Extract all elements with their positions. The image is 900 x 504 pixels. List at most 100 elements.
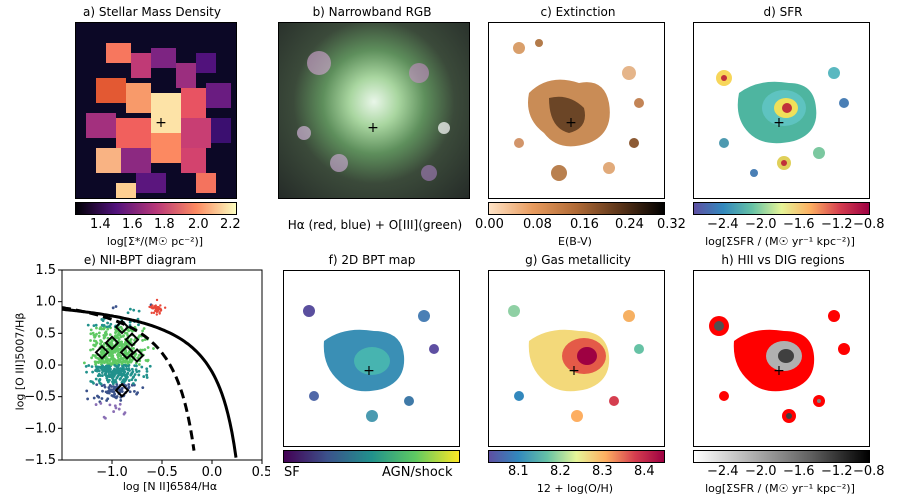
bpt-point — [111, 351, 115, 354]
panel-h-title: h) HII vs DIG regions — [721, 253, 845, 267]
bpt-point — [92, 396, 96, 400]
bpt-point — [119, 358, 122, 361]
bpt-xticks: −1.0 −0.5 0.0 0.5 — [96, 460, 270, 480]
bpt-point — [137, 353, 141, 357]
bpt-agn-point — [153, 304, 157, 308]
bpt-point — [106, 391, 109, 395]
bpt-point — [109, 363, 113, 366]
metallicity-cbar-label: 12 + log(O/H) — [536, 482, 614, 495]
bpt-point — [127, 379, 131, 382]
bpt-point — [140, 365, 144, 369]
bpt-point — [128, 307, 132, 311]
bpt-point — [99, 342, 102, 346]
panel-g-title: g) Gas metallicity — [525, 253, 631, 267]
bpt-2d-colorbar — [283, 450, 460, 463]
bpt-point — [108, 333, 112, 337]
bpt-agn-point — [152, 311, 156, 315]
bpt-agn-point — [155, 298, 159, 302]
bpt-point — [117, 338, 121, 341]
bpt-point — [100, 371, 104, 374]
bpt-point — [90, 356, 94, 360]
bpt-point — [135, 364, 138, 368]
bpt-point — [114, 330, 118, 334]
bpt-point — [120, 340, 124, 344]
bpt-point — [143, 348, 147, 351]
extinction-map: + — [488, 22, 665, 199]
sfr-image: + — [716, 67, 849, 177]
bpt-diamond — [124, 332, 140, 348]
center-marker: + — [568, 363, 580, 379]
bpt-point — [110, 390, 114, 393]
bpt-diamond — [114, 319, 130, 335]
bpt-point — [112, 394, 116, 397]
bpt-point — [129, 338, 133, 341]
bpt-point — [115, 370, 119, 373]
panel-e-title: e) NII-BPT diagram — [83, 253, 197, 267]
bpt-point — [98, 365, 102, 369]
bpt-point — [110, 353, 114, 356]
bpt-point — [104, 416, 107, 420]
bpt-point — [113, 379, 117, 382]
center-marker: + — [155, 115, 167, 131]
bpt-point — [117, 351, 120, 355]
bpt-point — [141, 339, 144, 342]
bpt-point — [137, 323, 140, 327]
bpt-point — [91, 370, 95, 374]
bpt-point — [95, 341, 99, 345]
bpt-point — [102, 365, 106, 369]
bpt-point — [142, 375, 146, 378]
bpt-point — [94, 323, 98, 327]
bpt-point — [95, 326, 98, 330]
bpt-point — [84, 364, 88, 368]
bpt-point — [99, 402, 103, 405]
bpt-point — [145, 370, 149, 373]
bpt-point — [137, 363, 141, 366]
bpt-point — [96, 394, 99, 398]
bpt-point — [91, 347, 95, 351]
bpt-point — [148, 364, 152, 368]
bpt-ytick-label: −1.5 — [24, 453, 56, 468]
bpt-point — [127, 383, 131, 386]
metallicity-map: + — [488, 270, 665, 447]
sfr-colorbar — [693, 202, 870, 215]
bpt-point — [100, 374, 104, 377]
bpt-point — [112, 382, 115, 385]
bpt-point — [117, 407, 121, 411]
bpt-point — [137, 373, 141, 377]
panel-b-title: b) Narrowband RGB — [312, 5, 432, 19]
bpt-point — [124, 352, 128, 356]
bpt-agn-point — [163, 306, 167, 309]
bpt-ytick-label: 1.0 — [35, 295, 56, 310]
hii-dig-colorbar — [693, 450, 870, 463]
bpt-point — [98, 327, 102, 331]
bpt-point — [113, 404, 117, 408]
narrowband-rgb-image: + — [297, 51, 450, 181]
bpt-point — [128, 320, 132, 324]
bpt-point — [146, 346, 150, 349]
center-marker: + — [565, 115, 577, 131]
bpt-point — [120, 390, 124, 393]
bpt-point — [107, 354, 111, 357]
bpt-point — [116, 364, 120, 368]
bpt-point — [93, 360, 97, 364]
bpt-point — [110, 371, 114, 375]
bpt-diamond — [119, 344, 135, 360]
bpt-point — [119, 344, 123, 347]
bpt-point — [112, 410, 116, 413]
bpt-point — [90, 365, 94, 369]
bpt-point — [129, 373, 133, 377]
bpt-point — [131, 370, 135, 374]
sfr-cbar-label: log[ΣSFR / (M☉ yr⁻¹ kpc⁻²)] — [705, 235, 855, 248]
bpt-ytick-label: −1.0 — [24, 421, 56, 436]
bpt-point — [114, 359, 118, 363]
center-marker: + — [363, 363, 375, 379]
bpt-point — [115, 383, 119, 386]
bpt-point — [145, 367, 149, 371]
bpt-point — [89, 328, 93, 332]
bpt-point — [106, 321, 109, 325]
bpt-xlabel: log [N II]6584/Hα — [122, 480, 218, 493]
bpt-point — [119, 399, 123, 402]
stellar-mass-colorbar — [75, 202, 237, 215]
bpt-diamond — [129, 348, 145, 363]
metallicity-image: + — [508, 305, 644, 422]
